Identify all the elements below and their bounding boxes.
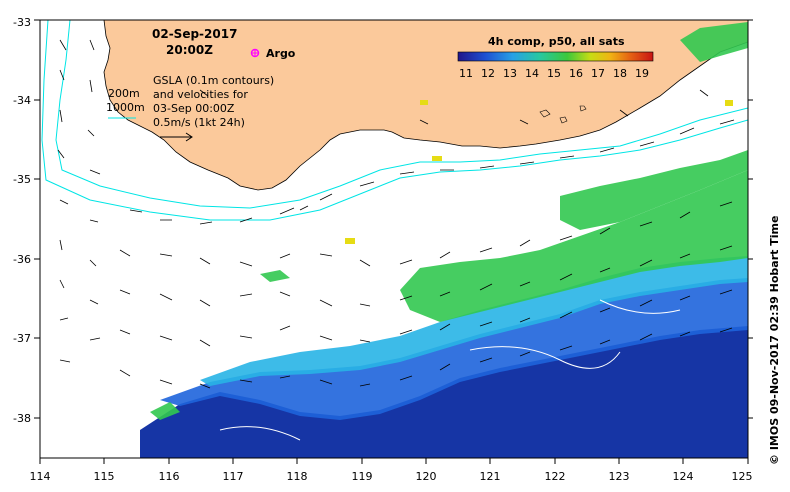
scale-label: 0.5m/s (1kt 24h) bbox=[153, 116, 245, 129]
colorbar-tick: 13 bbox=[503, 67, 517, 80]
velocity-vectors bbox=[57, 39, 735, 389]
colorbar bbox=[457, 51, 654, 62]
sst-cyan-patches bbox=[200, 256, 748, 386]
plot-frame bbox=[39, 19, 749, 459]
gsla-contour-white bbox=[219, 299, 681, 441]
y-tick-label: -34 bbox=[13, 94, 31, 107]
colorbar-tick: 14 bbox=[525, 67, 539, 80]
scale-arrow-icon bbox=[160, 132, 193, 142]
x-tick-label: 114 bbox=[30, 470, 51, 483]
gsla-line-2: and velocities for bbox=[153, 88, 248, 101]
x-tick-label: 121 bbox=[480, 470, 501, 483]
gsla-line-1: GSLA (0.1m contours) bbox=[153, 74, 274, 87]
axis-ticks bbox=[34, 19, 753, 464]
x-tick-label: 115 bbox=[94, 470, 115, 483]
y-tick-labels: -33 -34 -35 -36 -37 -38 bbox=[13, 16, 31, 425]
colorbar-tick: 11 bbox=[459, 67, 473, 80]
x-tick-label: 118 bbox=[287, 470, 308, 483]
date-label: 02-Sep-2017 bbox=[152, 27, 237, 41]
coastal-islands bbox=[539, 105, 587, 124]
x-tick-label: 123 bbox=[609, 470, 630, 483]
y-tick-label: -37 bbox=[13, 332, 31, 345]
y-tick-label: -35 bbox=[13, 173, 31, 186]
gsla-line-3: 03-Sep 00:00Z bbox=[153, 102, 235, 115]
argo-label: Argo bbox=[266, 47, 296, 60]
y-tick-label: -36 bbox=[13, 253, 31, 266]
sst-green-patches bbox=[150, 22, 748, 420]
x-tick-label: 120 bbox=[416, 470, 437, 483]
colorbar-title: 4h comp, p50, all sats bbox=[488, 35, 625, 48]
colorbar-tick: 12 bbox=[481, 67, 495, 80]
colorbar-tick: 19 bbox=[635, 67, 649, 80]
x-tick-labels: 114 115 116 117 118 119 120 121 122 123 … bbox=[30, 470, 753, 483]
x-tick-label: 125 bbox=[732, 470, 753, 483]
x-tick-label: 119 bbox=[352, 470, 373, 483]
x-tick-label: 124 bbox=[673, 470, 694, 483]
y-tick-label: -33 bbox=[13, 16, 31, 29]
colorbar-tick: 17 bbox=[591, 67, 605, 80]
sst-yellow-specks bbox=[345, 100, 733, 244]
argo-marker-icon bbox=[250, 48, 260, 58]
sst-blue-patches bbox=[160, 278, 748, 420]
colorbar-tick: 15 bbox=[547, 67, 561, 80]
contour-1000m-label: 1000m bbox=[106, 101, 145, 114]
x-tick-label: 117 bbox=[223, 470, 244, 483]
colorbar-tick: 16 bbox=[569, 67, 583, 80]
colorbar-tick: 18 bbox=[613, 67, 627, 80]
contour-200m-label: 200m bbox=[108, 87, 140, 100]
x-tick-label: 122 bbox=[545, 470, 566, 483]
y-tick-label: -38 bbox=[13, 412, 31, 425]
colorbar-ticks: 11 12 13 14 15 16 17 18 19 bbox=[459, 67, 649, 80]
x-tick-label: 116 bbox=[159, 470, 180, 483]
sst-dark-blue-patches bbox=[140, 326, 748, 458]
time-label: 20:00Z bbox=[166, 43, 213, 57]
imos-credit: © IMOS 09-Nov-2017 02:39 Hobart Time bbox=[768, 216, 781, 465]
contour-1000m bbox=[41, 20, 748, 221]
